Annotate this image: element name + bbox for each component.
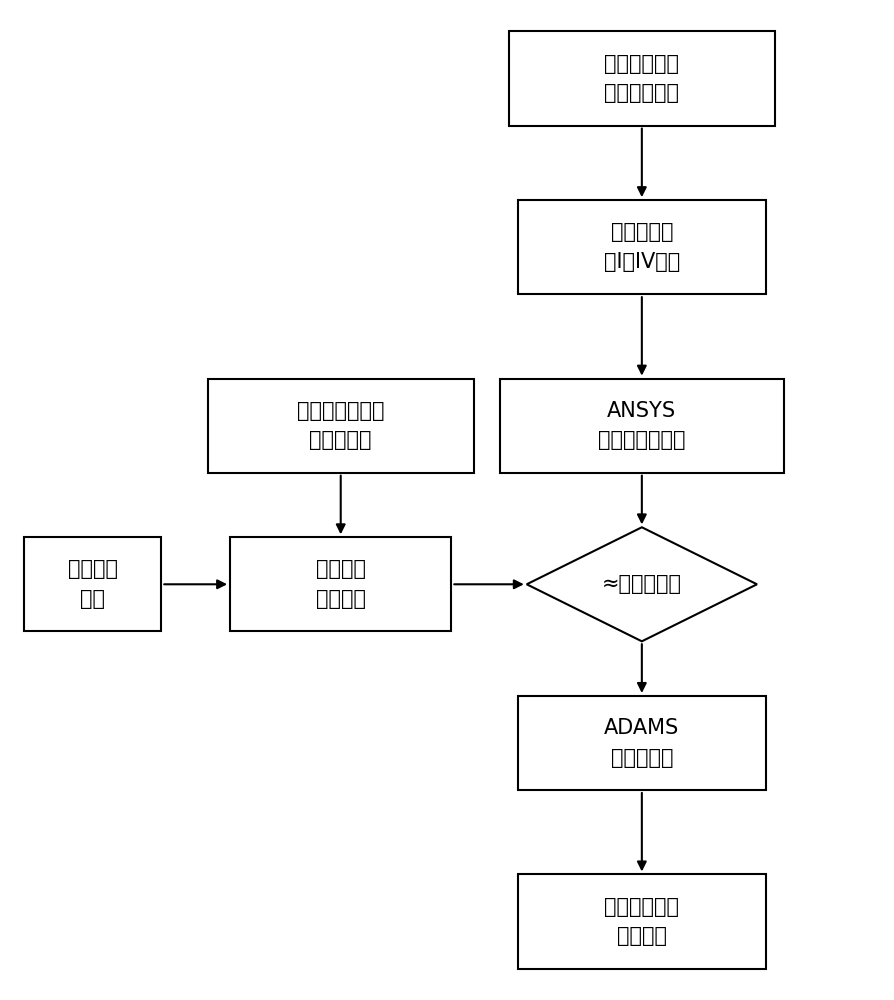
Bar bbox=[518, 200, 766, 294]
Text: ANSYS
瞬态动力学分析: ANSYS 瞬态动力学分析 bbox=[598, 401, 686, 450]
Bar bbox=[208, 379, 474, 473]
Text: ADAMS
动力学仿真: ADAMS 动力学仿真 bbox=[604, 718, 679, 768]
Text: 围岩修正
系数: 围岩修正 系数 bbox=[68, 559, 118, 609]
Text: 滚刀载荷谱
（I－IV类）: 滚刀载荷谱 （I－IV类） bbox=[603, 222, 680, 272]
Text: 名义载荷下刀盘
静力学仿真: 名义载荷下刀盘 静力学仿真 bbox=[297, 401, 384, 450]
Text: 薄弱部位
安全系数: 薄弱部位 安全系数 bbox=[316, 559, 366, 609]
Bar bbox=[500, 379, 783, 473]
Text: 滚刀破岩动态
载荷模拟仿真: 滚刀破岩动态 载荷模拟仿真 bbox=[604, 54, 679, 103]
Polygon shape bbox=[527, 527, 757, 641]
Bar bbox=[230, 537, 451, 631]
Text: ≈许用应力？: ≈许用应力？ bbox=[602, 574, 682, 594]
Bar bbox=[24, 537, 162, 631]
Text: 不同围岩等级
振动限值: 不同围岩等级 振动限值 bbox=[604, 897, 679, 946]
Bar bbox=[518, 696, 766, 790]
Bar bbox=[509, 31, 775, 126]
Bar bbox=[518, 874, 766, 969]
